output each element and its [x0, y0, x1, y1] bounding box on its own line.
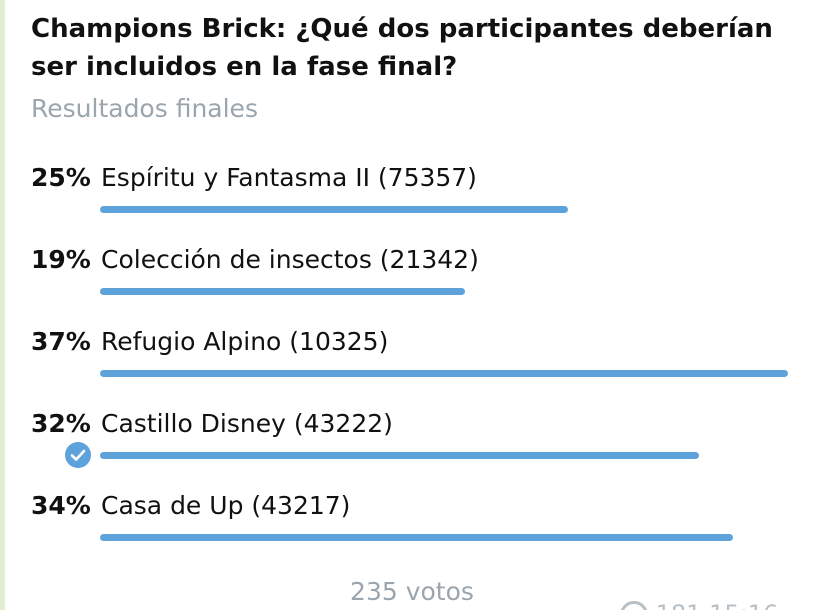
poll-question: Champions Brick: ¿Qué dos participantes … — [31, 14, 773, 82]
poll-options: 25% Espíritu y Fantasma II (75357) 19% C… — [31, 158, 811, 568]
views-count: 181 — [656, 600, 702, 610]
option-percent: 32% — [31, 409, 91, 438]
poll-option[interactable]: 19% Colección de insectos (21342) — [31, 240, 811, 322]
option-label: Casa de Up (43217) — [101, 491, 351, 520]
option-percent: 19% — [31, 245, 91, 274]
option-result-bar — [100, 534, 733, 541]
poll-option[interactable]: 34% Casa de Up (43217) — [31, 486, 811, 568]
option-label: Espíritu y Fantasma II (75357) — [101, 163, 477, 192]
chat-background-edge — [0, 0, 5, 610]
option-label: Refugio Alpino (10325) — [101, 327, 389, 356]
option-result-bar — [100, 370, 788, 377]
option-label: Colección de insectos (21342) — [101, 245, 479, 274]
option-percent: 37% — [31, 327, 91, 356]
option-result-bar — [100, 206, 568, 213]
check-circle-icon — [65, 442, 91, 468]
poll-option[interactable]: 25% Espíritu y Fantasma II (75357) — [31, 158, 811, 240]
poll-option[interactable]: 32% Castillo Disney (43222) — [31, 404, 811, 486]
poll-option[interactable]: 37% Refugio Alpino (10325) — [31, 322, 811, 404]
option-percent: 25% — [31, 163, 91, 192]
message-time: 15:16 — [709, 600, 778, 610]
poll-status: Resultados finales — [31, 94, 258, 123]
option-percent: 34% — [31, 491, 91, 520]
option-result-bar — [100, 288, 465, 295]
total-votes: 235 votos — [350, 577, 474, 606]
option-result-bar — [100, 452, 699, 459]
option-label: Castillo Disney (43222) — [101, 409, 393, 438]
message-meta: 181 15:16 — [620, 600, 778, 610]
poll-header: Champions Brick: ¿Qué dos participantes … — [31, 10, 811, 126]
eye-icon — [620, 601, 648, 610]
